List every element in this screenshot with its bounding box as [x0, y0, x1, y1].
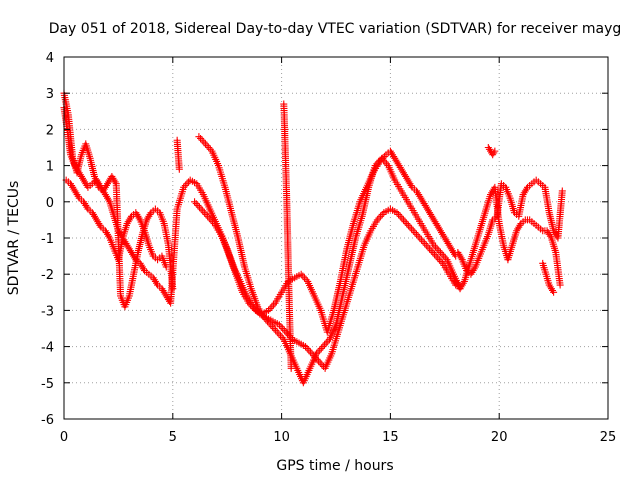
data-point — [191, 198, 199, 206]
data-point — [413, 230, 421, 238]
x-tick-label: 10 — [273, 430, 290, 445]
data-point — [404, 221, 412, 229]
x-tick-label: 20 — [491, 430, 508, 445]
y-tick-label: 4 — [46, 51, 54, 66]
y-axis-label: SDTVAR / TECUs — [6, 181, 22, 296]
data-point — [395, 210, 403, 218]
data-point — [205, 144, 213, 151]
x-axis-label: GPS time / hours — [276, 458, 393, 474]
data-point — [200, 138, 208, 146]
data-point — [202, 210, 210, 218]
y-tick-label: -3 — [41, 304, 54, 319]
data-point — [199, 207, 207, 215]
data-point — [414, 232, 422, 240]
data-point — [195, 203, 203, 211]
data-point — [419, 238, 427, 246]
data-point — [316, 359, 324, 367]
data-point — [270, 325, 278, 332]
data-point — [377, 212, 385, 220]
data-point — [321, 341, 329, 349]
data-point — [299, 272, 307, 280]
data-point — [319, 343, 327, 351]
data-point — [306, 348, 314, 356]
y-tick-label: -5 — [41, 377, 54, 392]
data-point — [287, 364, 295, 372]
data-point — [424, 243, 432, 251]
x-tick-label: 5 — [169, 430, 177, 445]
data-point — [273, 328, 281, 336]
x-tick-label: 15 — [382, 430, 399, 445]
axis-ticks — [63, 56, 609, 420]
data-point — [282, 328, 290, 336]
y-tick-label: 0 — [46, 196, 54, 211]
data-point — [556, 281, 564, 289]
data-point — [303, 344, 311, 352]
data-point — [194, 201, 202, 209]
y-tick-label: 2 — [46, 123, 54, 138]
data-point — [198, 136, 206, 144]
data-point — [550, 288, 558, 296]
chart-title: Day 051 of 2018, Sidereal Day-to-day VTE… — [49, 21, 622, 37]
data-point — [197, 134, 205, 142]
data-point — [204, 212, 212, 220]
data-point — [401, 218, 409, 226]
data-point — [406, 223, 414, 231]
data-point — [268, 303, 276, 311]
data-point — [315, 357, 323, 365]
data-point — [417, 236, 425, 244]
data-point — [422, 241, 430, 249]
data-point — [396, 212, 404, 220]
x-tick-label: 0 — [60, 430, 68, 445]
x-tick-label: 25 — [600, 430, 617, 445]
data-point — [322, 339, 330, 347]
data-point — [408, 225, 416, 233]
data-point — [403, 220, 411, 228]
y-tick-label: -4 — [41, 341, 54, 356]
data-point — [491, 147, 499, 155]
data-point — [421, 239, 429, 247]
data-point — [558, 187, 566, 195]
data-point — [305, 346, 313, 354]
data-point — [409, 227, 417, 235]
data-points — [60, 89, 566, 387]
data-point — [398, 214, 406, 222]
data-point — [272, 326, 280, 334]
x-tick-labels: 0 5 10 15 20 25 — [60, 430, 616, 445]
data-point — [197, 205, 205, 213]
data-point — [316, 346, 324, 354]
data-point — [162, 263, 170, 271]
data-point — [277, 323, 285, 331]
data-point — [169, 285, 177, 293]
y-tick-label: 1 — [46, 160, 54, 175]
data-point — [266, 305, 274, 313]
data-point — [185, 178, 193, 186]
data-point — [192, 200, 200, 208]
data-point — [200, 209, 208, 217]
y-tick-label: -6 — [41, 413, 54, 428]
y-tick-labels: -6 -5 -4 -3 -2 -1 0 1 2 3 4 — [41, 51, 54, 428]
data-point — [378, 210, 386, 218]
data-point — [399, 216, 407, 224]
data-point — [195, 133, 203, 141]
data-point — [411, 229, 419, 237]
data-point — [201, 140, 209, 148]
data-point — [317, 344, 325, 352]
y-tick-label: 3 — [46, 87, 54, 102]
y-tick-label: -2 — [41, 268, 54, 283]
data-point — [279, 325, 287, 332]
data-point — [416, 234, 424, 242]
data-point — [203, 142, 211, 150]
data-point — [426, 245, 434, 253]
data-point — [277, 332, 285, 340]
y-tick-label: -1 — [41, 232, 54, 247]
data-point — [175, 165, 183, 173]
data-point — [275, 330, 283, 338]
